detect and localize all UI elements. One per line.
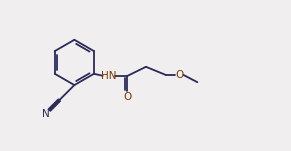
- Text: N: N: [42, 109, 49, 119]
- Text: O: O: [175, 70, 183, 80]
- Text: HN: HN: [101, 71, 117, 81]
- Text: O: O: [123, 92, 131, 102]
